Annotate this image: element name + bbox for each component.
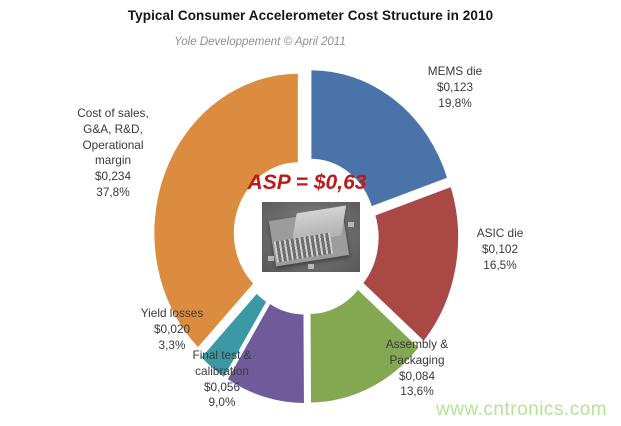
slice-value: $0,084 xyxy=(398,368,436,383)
slice-label-cost-of-sales: Cost of sales, G&A, R&D, Operational mar… xyxy=(43,106,183,201)
slice-value: $0,020 xyxy=(153,321,191,336)
slice-percent: 13,6% xyxy=(400,384,434,399)
center-asp-label: ASP = $0,63 xyxy=(247,171,367,194)
pie-slice xyxy=(309,287,421,405)
slice-label-final-test-calibration: Final test & calibration $0,056 9,0% xyxy=(162,348,282,411)
pie-slice xyxy=(152,72,300,350)
mems-chip-photo xyxy=(262,202,360,272)
slice-label-yield-losses: Yield losses $0,020 3,3% xyxy=(112,306,232,353)
slice-value: $0,056 xyxy=(203,379,241,394)
pie-slice xyxy=(225,301,306,405)
chip-pad-shape xyxy=(348,222,354,227)
chip-pad-shape xyxy=(308,264,314,269)
slice-percent: 19,8% xyxy=(438,95,472,110)
chart-title: Typical Consumer Accelerometer Cost Stru… xyxy=(127,8,494,23)
watermark-text: www.cntronics.com xyxy=(436,399,608,420)
slice-name: Cost of sales, G&A, R&D, Operational mar… xyxy=(77,106,149,168)
slice-label-mems-die: MEMS die $0,123 19,8% xyxy=(395,64,515,111)
chip-pad-shape xyxy=(268,256,274,261)
slice-percent: 37,8% xyxy=(96,184,130,199)
slice-percent: 9,0% xyxy=(208,395,236,410)
slice-name: MEMS die xyxy=(427,64,483,78)
slice-name: ASIC die xyxy=(476,226,524,240)
slice-label-asic-die: ASIC die $0,102 16,5% xyxy=(445,226,555,273)
pie-slice xyxy=(309,68,449,209)
pie-slice xyxy=(199,291,269,380)
chart-subtitle: Yole Developpement © April 2011 xyxy=(174,36,346,48)
slice-percent: 3,3% xyxy=(158,337,186,352)
pie-slice xyxy=(361,185,460,343)
slice-value: $0,234 xyxy=(94,169,132,184)
slice-name: Assembly & Packaging xyxy=(385,337,449,367)
slice-name: Final test & calibration xyxy=(192,348,252,378)
slice-name: Yield losses xyxy=(140,306,204,320)
slice-value: $0,123 xyxy=(436,79,474,94)
slice-value: $0,102 xyxy=(481,241,519,256)
slice-percent: 16,5% xyxy=(483,257,517,272)
slice-label-assembly-packaging: Assembly & Packaging $0,084 13,6% xyxy=(357,337,477,400)
